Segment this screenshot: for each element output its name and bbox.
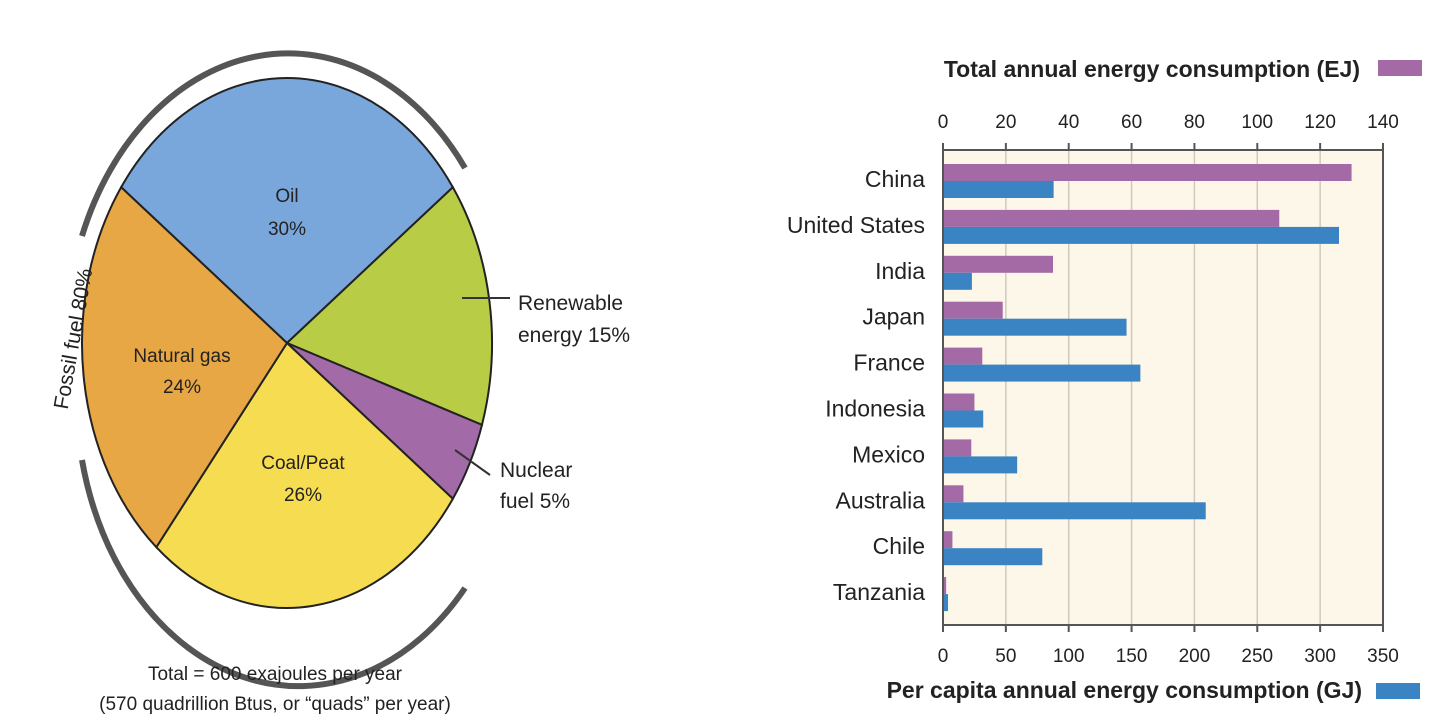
- category-label: Indonesia: [825, 396, 925, 422]
- bottom-tick-label: 250: [1241, 646, 1273, 667]
- bar-per-capita-indonesia: [943, 410, 984, 428]
- category-label: France: [853, 350, 925, 376]
- pie-slice-oil: [119, 77, 455, 345]
- bar-total-france: [943, 347, 983, 365]
- pie-labels: Oil 30% Natural gas 24% Coal/Peat 26% Re…: [50, 50, 630, 715]
- top-axis-title: Total annual energy consumption (EJ): [944, 56, 1360, 82]
- tick-labels: 0 20 40 60 80 100 120 140 0 50 100 150 200 250 300 350: [938, 112, 1399, 667]
- label-nuclear-2: fuel 5%: [500, 490, 570, 513]
- top-tick-label: 120: [1304, 112, 1336, 133]
- caption-line-2: (570 quadrillion Btus, or “quads” per ye…: [99, 694, 451, 715]
- pie-slice-natural-gas: [81, 185, 289, 549]
- category-labels: China United States India Japan France Indone…: [787, 166, 925, 605]
- bar-per-capita-france: [943, 364, 1141, 382]
- legend-swatch-total: [1378, 60, 1422, 76]
- bottom-axis-title: Per capita annual energy consumption (GJ…: [887, 677, 1362, 703]
- label-nuclear-1: Nuclear: [500, 459, 572, 482]
- bar-total-indonesia: [943, 393, 975, 411]
- top-tick-label: 40: [1058, 112, 1079, 133]
- bar-total-japan: [943, 301, 1003, 319]
- nuclear-leader-line: [454, 449, 491, 476]
- bar-per-capita-tanzania: [943, 594, 949, 612]
- pie-chart: [81, 77, 493, 609]
- bar-total-china: [943, 164, 1352, 181]
- bar-total-united-states: [943, 209, 1280, 227]
- bar-per-capita-china: [943, 181, 1054, 198]
- bottom-tick-label: 150: [1116, 646, 1148, 667]
- label-coal-name: Coal/Peat: [261, 453, 345, 474]
- category-label: Mexico: [852, 441, 925, 467]
- category-label: Japan: [862, 304, 925, 330]
- bar-per-capita-chile: [943, 548, 1043, 566]
- legend-swatch-per-capita: [1376, 683, 1420, 699]
- bar-per-capita-australia: [943, 502, 1206, 520]
- bar-per-capita-japan: [943, 318, 1127, 336]
- label-coal-pct: 26%: [284, 485, 322, 506]
- bar-per-capita-united-states: [943, 226, 1339, 244]
- bar-total-chile: [943, 531, 953, 549]
- bottom-tick-label: 350: [1367, 646, 1399, 667]
- top-tick-label: 100: [1241, 112, 1273, 133]
- label-renewable-2: energy 15%: [518, 324, 630, 347]
- category-label: Tanzania: [833, 579, 925, 605]
- label-gas-name: Natural gas: [133, 346, 230, 367]
- caption-line-1: Total = 600 exajoules per year: [148, 664, 403, 685]
- top-tick-label: 60: [1121, 112, 1142, 133]
- top-tick-label: 140: [1367, 112, 1399, 133]
- fossil-bracket-bottom: [79, 459, 468, 690]
- category-label: Australia: [836, 487, 926, 513]
- bar-per-capita-india: [943, 272, 972, 290]
- category-label: United States: [787, 212, 925, 238]
- label-oil-pct: 30%: [268, 219, 306, 240]
- pie-slice-renewable-energy: [285, 185, 493, 427]
- bar-total-tanzania: [943, 577, 947, 595]
- bottom-tick-label: 200: [1179, 646, 1211, 667]
- bar-total-australia: [943, 485, 964, 503]
- bar-total-india: [943, 255, 1053, 273]
- top-tick-label: 0: [938, 112, 949, 133]
- bar-per-capita-mexico: [943, 456, 1018, 474]
- top-tick-label: 20: [995, 112, 1016, 133]
- bar-total-mexico: [943, 439, 972, 457]
- category-label: China: [865, 166, 925, 192]
- label-renewable-1: Renewable: [518, 292, 623, 315]
- category-label: Chile: [873, 533, 925, 559]
- fossil-bracket-top: [79, 50, 468, 237]
- bottom-tick-label: 100: [1053, 646, 1085, 667]
- pie-slice-coal-peat: [155, 341, 455, 609]
- label-oil-name: Oil: [275, 186, 298, 207]
- bottom-tick-label: 50: [995, 646, 1016, 667]
- bottom-tick-label: 300: [1304, 646, 1336, 667]
- bar-chart: China United States India Japan France Indone…: [787, 56, 1422, 703]
- bar-marks: [943, 164, 1352, 612]
- category-label: India: [875, 258, 925, 284]
- bottom-tick-label: 0: [938, 646, 949, 667]
- label-gas-pct: 24%: [163, 377, 201, 398]
- top-tick-label: 80: [1184, 112, 1205, 133]
